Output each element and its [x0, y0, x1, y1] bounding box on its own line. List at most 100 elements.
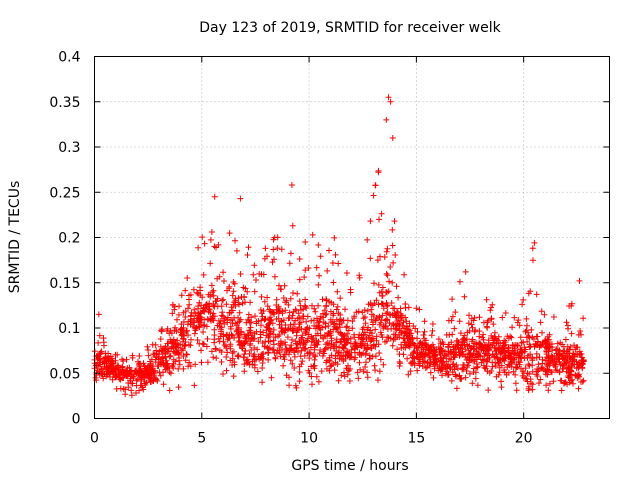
data-point [352, 354, 359, 361]
data-point [314, 315, 320, 322]
data-point [182, 308, 189, 315]
data-point [504, 364, 511, 371]
data-point [260, 350, 267, 357]
data-point [266, 345, 273, 351]
data-point [220, 269, 227, 276]
data-point [416, 354, 423, 360]
data-point [233, 247, 240, 254]
data-point [539, 329, 545, 336]
data-point [212, 345, 219, 352]
data-point [267, 317, 274, 324]
data-point [242, 299, 248, 306]
data-point [95, 339, 102, 346]
data-point [351, 315, 358, 321]
data-point [362, 331, 369, 338]
data-point [201, 316, 208, 323]
data-point [542, 340, 549, 347]
data-point [343, 324, 350, 331]
data-point [136, 360, 143, 367]
data-point [121, 371, 128, 378]
data-point [364, 374, 371, 381]
data-point [176, 303, 182, 310]
data-point [232, 237, 238, 244]
data-point [276, 305, 283, 312]
data-point [376, 216, 382, 223]
y-tick-label: 0.15 [49, 276, 80, 292]
data-point [417, 339, 424, 346]
data-point [378, 210, 385, 217]
data-point [241, 368, 248, 375]
data-point [556, 351, 563, 358]
data-point [381, 254, 388, 260]
data-point [308, 363, 315, 370]
data-point [224, 287, 230, 294]
data-point [306, 355, 313, 362]
data-point [265, 321, 272, 328]
data-point [323, 365, 330, 372]
data-point [200, 271, 207, 278]
data-point [362, 351, 369, 358]
data-point [305, 367, 312, 374]
data-point [160, 369, 166, 376]
data-point [312, 308, 319, 315]
data-point [576, 348, 583, 355]
data-point [437, 367, 444, 374]
data-point [183, 328, 190, 335]
data-point [488, 332, 495, 339]
data-point [398, 345, 405, 351]
data-point [191, 306, 198, 313]
data-point [509, 324, 516, 331]
data-point [227, 357, 234, 364]
data-point [544, 345, 550, 352]
data-point [268, 374, 275, 381]
data-point [525, 290, 532, 297]
data-point [557, 339, 564, 346]
data-point [205, 308, 212, 315]
data-point [498, 384, 505, 391]
data-point [497, 356, 504, 363]
data-point [515, 358, 522, 365]
data-point [237, 329, 244, 336]
data-point [285, 301, 292, 308]
data-point [246, 317, 252, 324]
data-point [471, 314, 478, 321]
data-point [286, 260, 293, 267]
data-point [564, 322, 571, 329]
data-point [207, 260, 214, 267]
data-point [508, 351, 515, 357]
data-point [148, 379, 155, 385]
data-point [551, 358, 558, 365]
data-point [436, 349, 443, 356]
data-point [315, 242, 322, 248]
y-axis-title: SRMTID / TECUs [7, 181, 23, 294]
data-point [319, 324, 326, 331]
data-point [206, 300, 213, 307]
data-point [220, 371, 226, 377]
data-point [201, 240, 208, 247]
data-point [371, 362, 378, 369]
data-point [365, 301, 372, 308]
data-point [368, 311, 375, 318]
data-point [296, 369, 303, 375]
data-point [201, 323, 207, 329]
data-point [374, 257, 381, 264]
data-point [367, 338, 374, 345]
data-point [371, 280, 377, 287]
data-point [452, 309, 459, 316]
data-point [326, 298, 333, 305]
data-point [474, 364, 481, 371]
data-point [144, 343, 151, 350]
data-point [279, 310, 286, 317]
data-point [430, 361, 437, 368]
data-point [116, 376, 123, 382]
data-point [433, 356, 440, 363]
data-point [246, 350, 253, 357]
data-point [359, 309, 366, 316]
data-point [147, 362, 153, 368]
data-point [469, 380, 476, 387]
data-point [471, 328, 478, 335]
data-point [285, 325, 292, 332]
data-point [330, 301, 337, 308]
data-point [273, 296, 280, 303]
data-point [329, 260, 336, 266]
